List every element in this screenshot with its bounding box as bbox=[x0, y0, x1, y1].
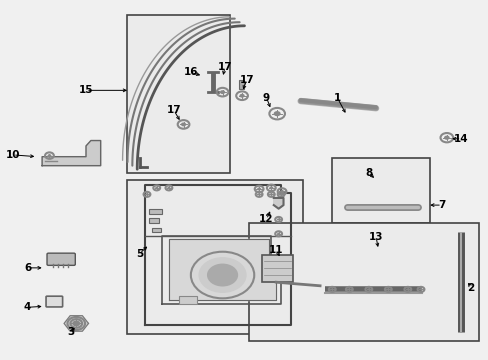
Circle shape bbox=[330, 288, 333, 291]
Circle shape bbox=[280, 190, 284, 193]
FancyBboxPatch shape bbox=[46, 296, 62, 307]
Text: 3: 3 bbox=[68, 327, 75, 337]
Circle shape bbox=[47, 154, 51, 157]
Circle shape bbox=[72, 320, 80, 327]
Circle shape bbox=[257, 188, 261, 190]
Bar bbox=[261, 255, 293, 282]
Circle shape bbox=[74, 321, 79, 325]
Circle shape bbox=[419, 288, 422, 291]
Circle shape bbox=[269, 186, 273, 189]
Circle shape bbox=[181, 122, 186, 126]
Text: 4: 4 bbox=[24, 302, 31, 312]
Circle shape bbox=[206, 264, 238, 287]
Text: 17: 17 bbox=[217, 62, 232, 72]
Text: 9: 9 bbox=[263, 93, 269, 103]
Text: 14: 14 bbox=[453, 134, 468, 144]
Text: 6: 6 bbox=[24, 263, 31, 273]
Text: 10: 10 bbox=[6, 150, 20, 160]
Bar bbox=[149, 209, 161, 214]
Text: 8: 8 bbox=[365, 168, 372, 178]
Text: 15: 15 bbox=[79, 85, 93, 95]
Bar bbox=[127, 180, 303, 334]
Text: 12: 12 bbox=[259, 215, 273, 224]
Circle shape bbox=[220, 90, 225, 94]
Text: 7: 7 bbox=[437, 200, 445, 210]
Circle shape bbox=[386, 288, 389, 291]
Polygon shape bbox=[42, 140, 101, 166]
Bar bbox=[149, 218, 159, 223]
Circle shape bbox=[406, 288, 408, 291]
Circle shape bbox=[273, 111, 280, 116]
Bar bbox=[178, 296, 197, 304]
Polygon shape bbox=[64, 316, 88, 331]
Bar bbox=[249, 223, 478, 341]
Polygon shape bbox=[273, 198, 283, 209]
Circle shape bbox=[277, 233, 280, 235]
Polygon shape bbox=[168, 239, 276, 300]
Text: 13: 13 bbox=[368, 232, 383, 242]
Text: 17: 17 bbox=[166, 105, 181, 115]
Circle shape bbox=[269, 193, 272, 195]
Text: 5: 5 bbox=[136, 248, 143, 258]
Circle shape bbox=[277, 218, 280, 221]
Text: 2: 2 bbox=[467, 283, 474, 293]
Bar bbox=[152, 228, 160, 232]
Circle shape bbox=[366, 288, 369, 291]
Bar bbox=[127, 15, 229, 173]
Bar bbox=[238, 80, 244, 89]
Circle shape bbox=[199, 258, 245, 292]
Circle shape bbox=[257, 193, 260, 195]
Text: 16: 16 bbox=[183, 67, 198, 77]
Text: 11: 11 bbox=[268, 245, 283, 255]
Circle shape bbox=[145, 193, 148, 195]
Circle shape bbox=[347, 288, 350, 291]
Circle shape bbox=[279, 193, 282, 195]
Circle shape bbox=[167, 187, 170, 189]
Text: 1: 1 bbox=[333, 93, 340, 103]
FancyBboxPatch shape bbox=[47, 253, 75, 265]
Text: 17: 17 bbox=[239, 75, 254, 85]
Circle shape bbox=[239, 94, 244, 98]
Bar bbox=[331, 158, 429, 223]
Circle shape bbox=[155, 187, 158, 189]
Circle shape bbox=[443, 136, 449, 140]
